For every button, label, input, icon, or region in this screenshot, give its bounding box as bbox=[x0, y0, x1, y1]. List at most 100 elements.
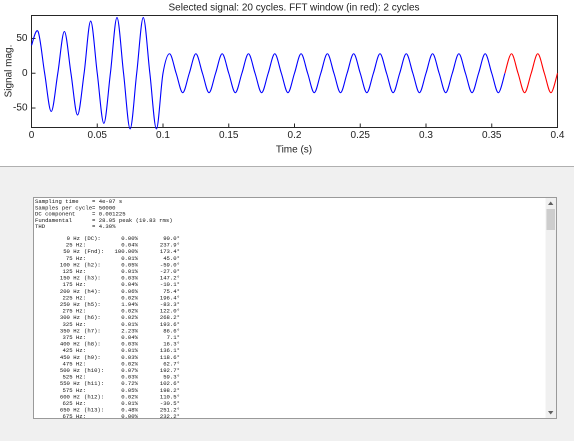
harmonic-phase: 62.7° bbox=[163, 360, 180, 367]
harmonic-phase: 136.1° bbox=[160, 347, 180, 354]
harmonic-phase: 196.4° bbox=[160, 294, 180, 301]
harmonic-magnitude: 2.23% bbox=[121, 327, 138, 334]
harmonic-frequency: 525 Hz: bbox=[63, 374, 87, 381]
harmonic-frequency: 425 Hz: bbox=[63, 347, 87, 354]
harmonic-phase: 7.1° bbox=[167, 334, 180, 341]
harmonic-phase: 173.4° bbox=[160, 248, 180, 255]
y-tick-label: 50 bbox=[16, 33, 28, 44]
harmonic-magnitude: 0.01% bbox=[121, 255, 138, 262]
harmonic-magnitude: 0.05% bbox=[121, 261, 138, 268]
report-listbox[interactable] bbox=[33, 197, 557, 419]
harmonic-magnitude: 0.01% bbox=[121, 400, 138, 407]
x-tick-label: 0.15 bbox=[219, 130, 239, 141]
harmonic-frequency: 200 Hz bbox=[60, 288, 80, 295]
harmonic-name: (DC): bbox=[84, 235, 101, 242]
harmonic-magnitude: 0.02% bbox=[121, 360, 138, 367]
signal-line bbox=[30, 17, 506, 130]
harmonic-name: (h5): bbox=[84, 301, 101, 308]
harmonic-frequency: 450 Hz bbox=[60, 354, 80, 361]
x-tick-label: 0.1 bbox=[156, 130, 170, 141]
harmonic-frequency: 600 Hz bbox=[60, 393, 80, 400]
harmonic-phase: 237.9° bbox=[160, 242, 180, 249]
harmonic-phase: 251.2° bbox=[160, 407, 180, 414]
harmonic-phase: 75.4° bbox=[163, 288, 180, 295]
harmonic-magnitude: 0.03% bbox=[121, 354, 138, 361]
harmonic-frequency: 0 Hz bbox=[67, 235, 80, 242]
harmonic-frequency: 125 Hz: bbox=[63, 268, 87, 275]
harmonic-phase: -30.5° bbox=[160, 400, 180, 407]
y-tick-label: -50 bbox=[13, 103, 28, 114]
harmonic-phase: 90.0° bbox=[163, 235, 180, 242]
harmonic-phase: -10.1° bbox=[160, 281, 180, 288]
scrollbar[interactable] bbox=[545, 198, 557, 418]
harmonic-magnitude: 0.02% bbox=[121, 294, 138, 301]
harmonic-name: (h7): bbox=[84, 327, 101, 334]
harmonic-phase: 16.3° bbox=[163, 341, 180, 348]
x-tick-label: 0.3 bbox=[419, 130, 433, 141]
harmonic-frequency: 400 Hz bbox=[60, 341, 80, 348]
harmonic-frequency: 650 Hz bbox=[60, 407, 80, 414]
harmonic-magnitude: 0.03% bbox=[121, 275, 138, 282]
harmonic-name: (h6): bbox=[84, 314, 101, 321]
harmonic-magnitude: 0.06% bbox=[121, 288, 138, 295]
harmonic-frequency: 175 Hz: bbox=[63, 281, 87, 288]
harmonic-phase: 147.2° bbox=[160, 275, 180, 282]
harmonic-phase: 45.0° bbox=[163, 255, 180, 262]
x-tick-label: 0 bbox=[29, 130, 35, 141]
harmonic-magnitude: 0.03% bbox=[121, 374, 138, 381]
harmonic-frequency: 25 Hz: bbox=[66, 242, 86, 249]
harmonic-frequency: 575 Hz: bbox=[63, 387, 87, 394]
harmonic-frequency: 100 Hz bbox=[60, 261, 80, 268]
harmonic-magnitude: 0.00% bbox=[121, 413, 138, 420]
harmonic-magnitude: 1.94% bbox=[121, 301, 138, 308]
harmonic-phase: 193.6° bbox=[160, 321, 180, 328]
scroll-down-arrow[interactable] bbox=[548, 411, 554, 415]
report-value: = 4.30% bbox=[92, 223, 116, 230]
harmonic-magnitude: 0.48% bbox=[121, 407, 138, 414]
harmonic-frequency: 275 Hz: bbox=[63, 308, 87, 315]
harmonic-magnitude: 0.01% bbox=[121, 347, 138, 354]
harmonic-magnitude: 0.04% bbox=[121, 334, 138, 341]
harmonic-phase: 198.2° bbox=[160, 387, 180, 394]
harmonic-phase: 110.5° bbox=[160, 393, 180, 400]
harmonic-phase: 122.0° bbox=[160, 308, 180, 315]
harmonic-frequency: 375 Hz: bbox=[63, 334, 87, 341]
scrollbar-thumb[interactable] bbox=[546, 209, 556, 230]
report-label: THD bbox=[35, 223, 46, 230]
harmonic-frequency: 325 Hz: bbox=[63, 321, 87, 328]
report-label: Samples per cycle bbox=[35, 204, 92, 211]
harmonic-magnitude: 0.00% bbox=[121, 235, 138, 242]
x-tick-label: 0.4 bbox=[551, 130, 565, 141]
report-label: Sampling time bbox=[35, 198, 79, 205]
harmonic-frequency: 675 Hz: bbox=[63, 413, 87, 420]
harmonic-name: (h12): bbox=[84, 393, 104, 400]
harmonic-magnitude: 0.72% bbox=[121, 380, 138, 387]
harmonic-name: (h11): bbox=[84, 380, 104, 387]
harmonic-name: (h2): bbox=[84, 261, 101, 268]
harmonic-frequency: 475 Hz: bbox=[63, 360, 87, 367]
x-axis-label: Time (s) bbox=[276, 145, 312, 156]
harmonic-phase: 118.6° bbox=[160, 354, 180, 361]
harmonic-phase: -83.3° bbox=[160, 301, 180, 308]
harmonic-magnitude: 0.02% bbox=[121, 308, 138, 315]
harmonic-frequency: 150 Hz bbox=[60, 275, 80, 282]
harmonic-phase: 59.3° bbox=[163, 374, 180, 381]
harmonic-magnitude: 0.04% bbox=[121, 242, 138, 249]
harmonic-frequency: 300 Hz bbox=[60, 314, 80, 321]
report-value: = 4e-07 s bbox=[92, 198, 122, 205]
chart-title: Selected signal: 20 cycles. FFT window (… bbox=[168, 3, 419, 14]
harmonic-name: (h8): bbox=[84, 341, 101, 348]
harmonic-frequency: 500 Hz bbox=[60, 367, 80, 374]
harmonic-frequency: 550 Hz bbox=[60, 380, 80, 387]
report-value: = 50000 bbox=[92, 204, 116, 211]
scroll-up-arrow[interactable] bbox=[548, 201, 554, 206]
harmonic-phase: -59.0° bbox=[160, 261, 180, 268]
harmonic-name: (Fnd): bbox=[84, 248, 104, 255]
harmonic-name: (h9): bbox=[84, 354, 101, 361]
harmonic-magnitude: 100.00% bbox=[115, 248, 139, 255]
y-axis-label: Signal mag. bbox=[4, 45, 15, 98]
harmonic-name: (h13): bbox=[84, 407, 104, 414]
report-label: Fundamental bbox=[35, 217, 73, 224]
harmonic-magnitude: 0.01% bbox=[121, 321, 138, 328]
